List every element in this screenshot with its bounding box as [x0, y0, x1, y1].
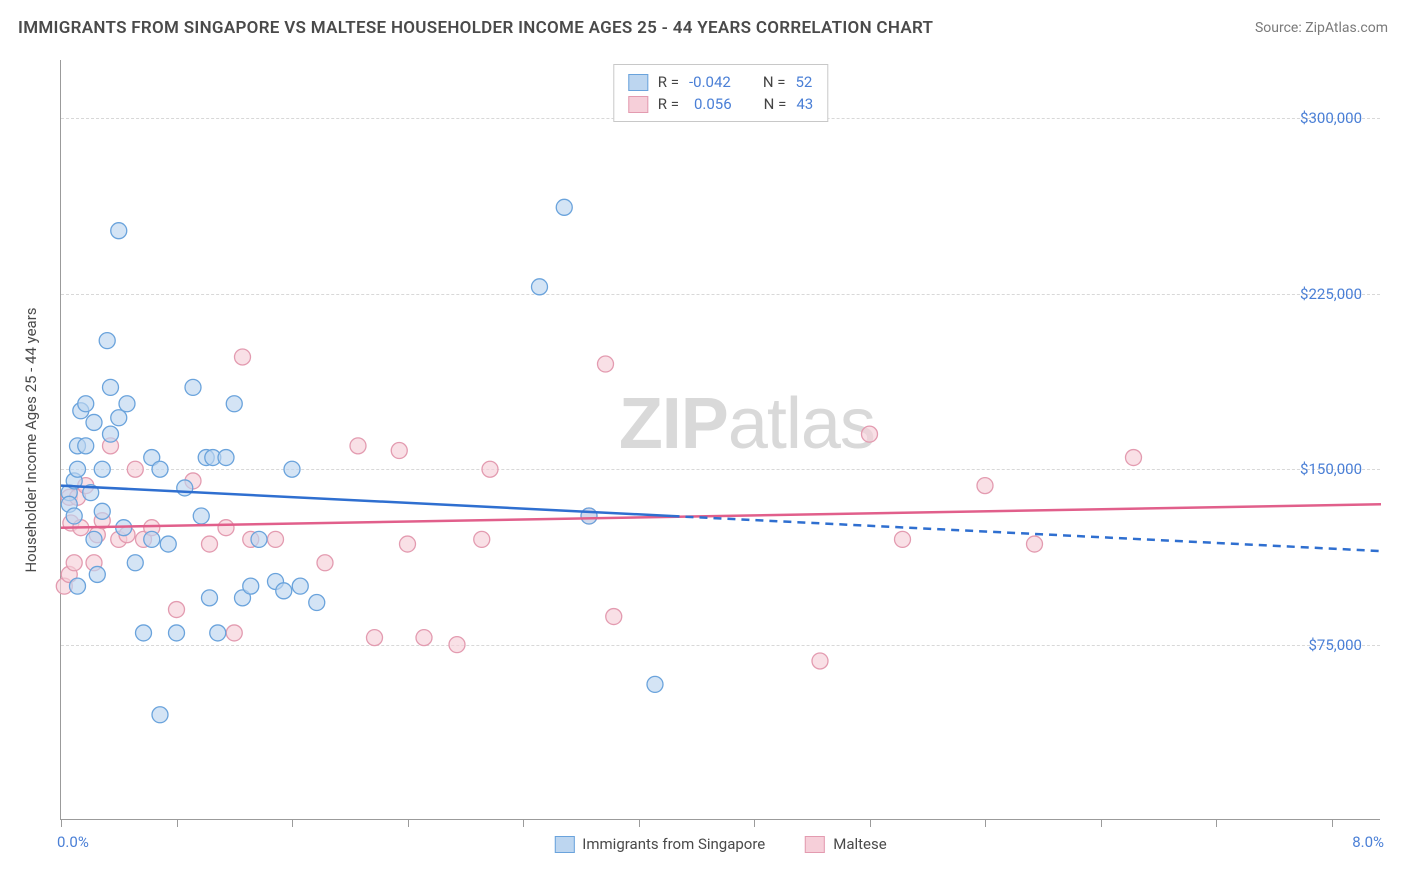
data-point	[111, 223, 127, 239]
scatter-layer	[61, 60, 1380, 819]
y-axis-label: Householder Income Ages 25 - 44 years	[22, 307, 40, 572]
stat-box: R = -0.042 N = 52 R = 0.056 N = 43	[613, 64, 828, 122]
data-point	[449, 637, 465, 653]
data-point	[70, 461, 86, 477]
legend-label-series2: Maltese	[833, 835, 886, 853]
data-point	[169, 602, 185, 618]
x-tick	[61, 819, 62, 827]
chart-title: IMMIGRANTS FROM SINGAPORE VS MALTESE HOU…	[18, 18, 933, 38]
swatch-series1	[628, 74, 648, 91]
data-point	[202, 590, 218, 606]
x-tick	[985, 819, 986, 827]
x-tick	[523, 819, 524, 827]
data-point	[119, 396, 135, 412]
data-point	[66, 555, 82, 571]
data-point	[235, 349, 251, 365]
data-point	[169, 625, 185, 641]
data-point	[284, 461, 300, 477]
data-point	[416, 630, 432, 646]
x-tick	[639, 819, 640, 827]
trendline	[61, 504, 1381, 527]
data-point	[532, 279, 548, 295]
data-point	[276, 583, 292, 599]
data-point	[94, 503, 110, 519]
data-point	[243, 578, 259, 594]
data-point	[862, 426, 878, 442]
data-point	[350, 438, 366, 454]
data-point	[218, 450, 234, 466]
data-point	[185, 379, 201, 395]
data-point	[367, 630, 383, 646]
legend-item-series2: Maltese	[805, 835, 886, 853]
data-point	[1126, 450, 1142, 466]
source-label: Source: ZipAtlas.com	[1255, 20, 1388, 36]
data-point	[317, 555, 333, 571]
data-point	[482, 461, 498, 477]
data-point	[391, 443, 407, 459]
trendline	[61, 486, 672, 516]
data-point	[127, 555, 143, 571]
data-point	[89, 566, 105, 582]
legend-swatch-series2	[805, 836, 825, 853]
x-tick	[408, 819, 409, 827]
data-point	[70, 578, 86, 594]
x-tick	[1216, 819, 1217, 827]
plot-area: Householder Income Ages 25 - 44 years $7…	[60, 60, 1380, 820]
data-point	[556, 199, 572, 215]
data-point	[144, 531, 160, 547]
legend-label-series1: Immigrants from Singapore	[582, 835, 765, 853]
data-point	[127, 461, 143, 477]
x-tick	[177, 819, 178, 827]
data-point	[598, 356, 614, 372]
legend-swatch-series1	[554, 836, 574, 853]
stat-row-series2: R = 0.056 N = 43	[628, 93, 813, 115]
data-point	[202, 536, 218, 552]
swatch-series2	[628, 96, 648, 113]
data-point	[152, 461, 168, 477]
data-point	[812, 653, 828, 669]
stat-row-series1: R = -0.042 N = 52	[628, 71, 813, 93]
data-point	[136, 625, 152, 641]
data-point	[606, 609, 622, 625]
data-point	[86, 414, 102, 430]
data-point	[647, 676, 663, 692]
data-point	[895, 531, 911, 547]
data-point	[251, 531, 267, 547]
data-point	[218, 520, 234, 536]
legend-item-series1: Immigrants from Singapore	[554, 835, 765, 853]
data-point	[99, 333, 115, 349]
data-point	[1027, 536, 1043, 552]
data-point	[103, 426, 119, 442]
x-tick-label-min: 0.0%	[57, 833, 89, 851]
data-point	[309, 595, 325, 611]
data-point	[94, 461, 110, 477]
x-tick-label-max: 8.0%	[1352, 833, 1384, 851]
data-point	[400, 536, 416, 552]
data-point	[177, 480, 193, 496]
data-point	[86, 531, 102, 547]
data-point	[152, 707, 168, 723]
data-point	[111, 410, 127, 426]
x-tick	[1332, 819, 1333, 827]
data-point	[226, 625, 242, 641]
x-tick	[1101, 819, 1102, 827]
x-tick	[292, 819, 293, 827]
data-point	[226, 396, 242, 412]
data-point	[160, 536, 176, 552]
x-tick	[754, 819, 755, 827]
data-point	[292, 578, 308, 594]
data-point	[66, 508, 82, 524]
data-point	[977, 478, 993, 494]
data-point	[268, 531, 284, 547]
legend: Immigrants from Singapore Maltese	[554, 835, 886, 853]
data-point	[193, 508, 209, 524]
data-point	[78, 438, 94, 454]
data-point	[210, 625, 226, 641]
data-point	[474, 531, 490, 547]
data-point	[103, 379, 119, 395]
x-tick	[870, 819, 871, 827]
data-point	[78, 396, 94, 412]
